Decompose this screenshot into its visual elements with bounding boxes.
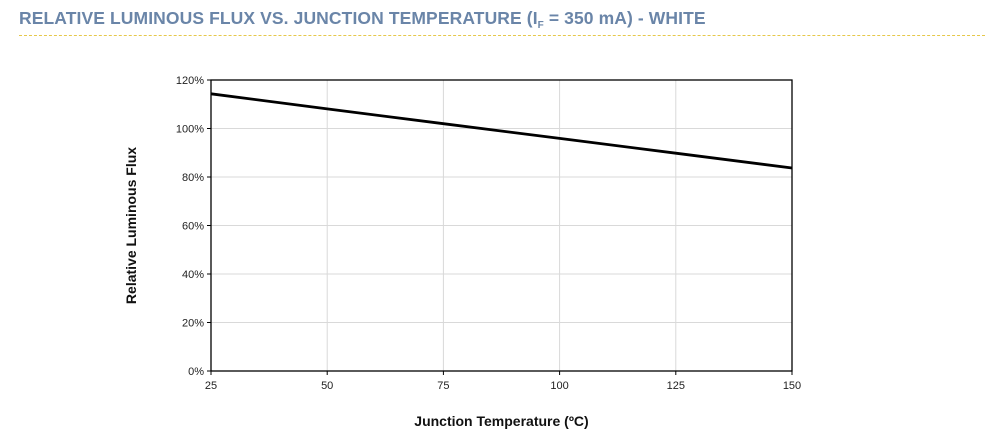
- y-axis-ticks: 0% 20% 40% 60% 80% 100% 120%: [176, 75, 211, 378]
- y-tick-label: 100%: [176, 124, 204, 136]
- chart-title-subscript: F: [537, 20, 544, 31]
- chart-title: RELATIVE LUMINOUS FLUX VS. JUNCTION TEMP…: [19, 8, 706, 31]
- y-tick-label: 80%: [182, 172, 204, 184]
- title-divider: [19, 35, 985, 36]
- y-tick-label: 40%: [182, 269, 204, 281]
- y-tick-label: 20%: [182, 318, 204, 330]
- chart-title-text: RELATIVE LUMINOUS FLUX VS. JUNCTION TEMP…: [19, 8, 538, 28]
- x-tick-label: 150: [783, 380, 801, 392]
- x-tick-label: 25: [205, 380, 217, 392]
- x-tick-label: 75: [437, 380, 449, 392]
- y-tick-label: 120%: [176, 75, 204, 87]
- series-line: [210, 92, 793, 170]
- x-tick-label: 50: [321, 380, 333, 392]
- y-tick-label: 60%: [182, 221, 204, 233]
- chart-title-suffix: = 350 mA) - WHITE: [543, 8, 706, 28]
- y-axis-title: Relative Luminous Flux: [123, 147, 139, 304]
- x-axis-title: Junction Temperature (ºC): [414, 413, 588, 429]
- x-axis-ticks: 25 50 75 100 125 150: [205, 371, 801, 392]
- x-tick-label: 125: [667, 380, 685, 392]
- x-tick-label: 100: [550, 380, 568, 392]
- series-group: [210, 92, 793, 170]
- gridlines: [211, 80, 792, 371]
- y-tick-label: 0%: [188, 366, 204, 378]
